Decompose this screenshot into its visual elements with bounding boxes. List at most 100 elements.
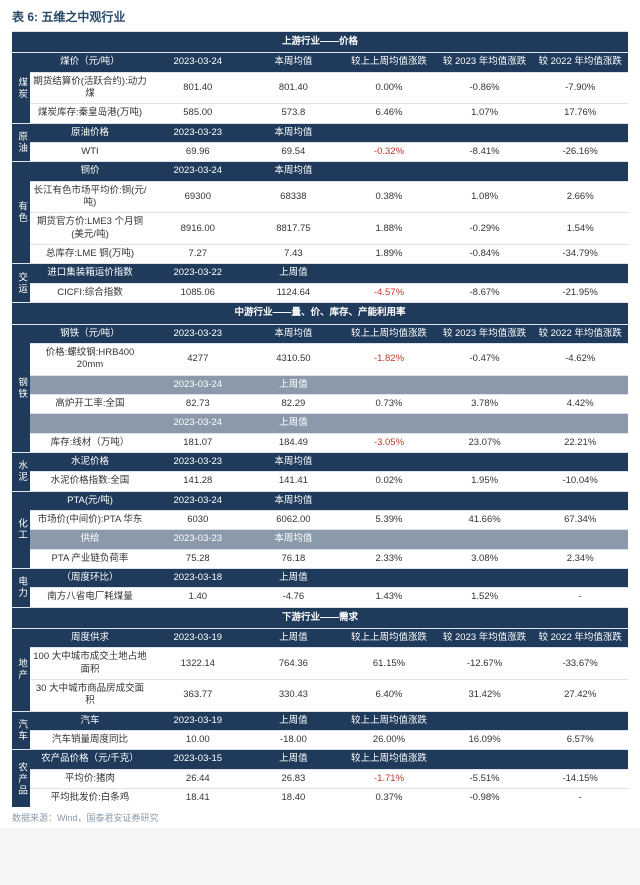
cell: 2.66% — [532, 181, 628, 213]
cell: 69300 — [150, 181, 246, 213]
cell — [437, 530, 533, 549]
cell: -4.62% — [532, 343, 628, 375]
cell: 钢铁 — [12, 324, 30, 452]
cell: 30 大中城市商品房成交面积 — [30, 680, 150, 712]
cell: 27.42% — [532, 680, 628, 712]
cell: 价格:螺纹钢:HRB400 20mm — [30, 343, 150, 375]
cell — [532, 162, 628, 181]
cell: 82.29 — [246, 394, 342, 413]
cell: -26.16% — [532, 143, 628, 162]
cell: 7.43 — [246, 245, 342, 264]
cell: 2023-03-22 — [150, 264, 246, 283]
cell: 本周均值 — [246, 530, 342, 549]
cell: 26.00% — [341, 731, 437, 750]
cell: 801.40 — [150, 72, 246, 104]
cell: 2023-03-23 — [150, 324, 246, 343]
cell: - — [532, 588, 628, 607]
cell: 1085.06 — [150, 283, 246, 302]
main-table: 上游行业——价格煤炭煤价（元/吨）2023-03-24本周均值较上上周均值涨跌较… — [12, 31, 628, 807]
cell: （周度环比） — [30, 568, 150, 587]
cell: 31.42% — [437, 680, 533, 712]
cell: 农产品价格（元/千克） — [30, 750, 150, 769]
cell: 1.40 — [150, 588, 246, 607]
cell: 南方八省电厂耗煤量 — [30, 588, 150, 607]
cell: 184.49 — [246, 433, 342, 452]
cell — [437, 375, 533, 394]
cell: 17.76% — [532, 104, 628, 123]
cell: 较上上周均值涨跌 — [341, 53, 437, 72]
cell: 上周值 — [246, 568, 342, 587]
cell — [532, 711, 628, 730]
cell — [341, 264, 437, 283]
cell: 2023-03-24 — [150, 53, 246, 72]
cell: -14.15% — [532, 769, 628, 788]
cell: -8.67% — [437, 283, 533, 302]
cell: 801.40 — [246, 72, 342, 104]
cell — [437, 491, 533, 510]
cell: 0.38% — [341, 181, 437, 213]
cell — [437, 123, 533, 142]
cell — [437, 162, 533, 181]
cell: 26.83 — [246, 769, 342, 788]
cell: 764.36 — [246, 648, 342, 680]
cell: 1.54% — [532, 213, 628, 245]
cell: 下游行业——需求 — [12, 607, 628, 628]
cell: 总库存:LME 铜(万吨) — [30, 245, 150, 264]
cell: 585.00 — [150, 104, 246, 123]
cell: 期货结算价(活跃合约):动力煤 — [30, 72, 150, 104]
cell: 18.40 — [246, 789, 342, 808]
cell: 本周均值 — [246, 324, 342, 343]
cell — [532, 375, 628, 394]
cell: 363.77 — [150, 680, 246, 712]
cell: 3.78% — [437, 394, 533, 413]
cell: 较 2022 年均值涨跌 — [532, 629, 628, 648]
cell: 82.73 — [150, 394, 246, 413]
cell: 22.21% — [532, 433, 628, 452]
cell: 8817.75 — [246, 213, 342, 245]
cell: 高炉开工率:全国 — [30, 394, 150, 413]
cell: 0.00% — [341, 72, 437, 104]
cell — [437, 264, 533, 283]
cell: WTI — [30, 143, 150, 162]
cell: 本周均值 — [246, 123, 342, 142]
cell — [532, 491, 628, 510]
cell: 本周均值 — [246, 53, 342, 72]
cell — [532, 264, 628, 283]
cell: 1.07% — [437, 104, 533, 123]
cell: 3.08% — [437, 549, 533, 568]
cell: 汽车 — [12, 711, 30, 750]
cell: 交运 — [12, 264, 30, 303]
cell: 2023-03-19 — [150, 711, 246, 730]
cell: 中游行业——量、价、库存、产能利用率 — [12, 303, 628, 324]
cell: 库存:线材（万吨） — [30, 433, 150, 452]
cell: 电力 — [12, 568, 30, 607]
cell: 水泥价格指数:全国 — [30, 472, 150, 491]
cell: 68338 — [246, 181, 342, 213]
cell: 7.27 — [150, 245, 246, 264]
cell: 2023-03-23 — [150, 452, 246, 471]
cell: 平均批发价:白条鸡 — [30, 789, 150, 808]
cell: 16.09% — [437, 731, 533, 750]
cell: 2023-03-24 — [150, 375, 246, 394]
cell: 进口集装箱运价指数 — [30, 264, 150, 283]
cell: 本周均值 — [246, 162, 342, 181]
cell: 地产 — [12, 629, 30, 712]
cell: 141.41 — [246, 472, 342, 491]
cell: 1124.64 — [246, 283, 342, 302]
cell: -10.04% — [532, 472, 628, 491]
cell — [341, 123, 437, 142]
cell: 铜价 — [30, 162, 150, 181]
cell: 8916.00 — [150, 213, 246, 245]
cell: 2023-03-24 — [150, 491, 246, 510]
cell: -34.79% — [532, 245, 628, 264]
cell: 1.89% — [341, 245, 437, 264]
cell — [341, 491, 437, 510]
cell: 2.33% — [341, 549, 437, 568]
cell: 6030 — [150, 510, 246, 529]
cell: 有色 — [12, 162, 30, 264]
cell: 1.43% — [341, 588, 437, 607]
cell: 0.37% — [341, 789, 437, 808]
cell: -8.41% — [437, 143, 533, 162]
cell: 2.34% — [532, 549, 628, 568]
cell: 1.88% — [341, 213, 437, 245]
